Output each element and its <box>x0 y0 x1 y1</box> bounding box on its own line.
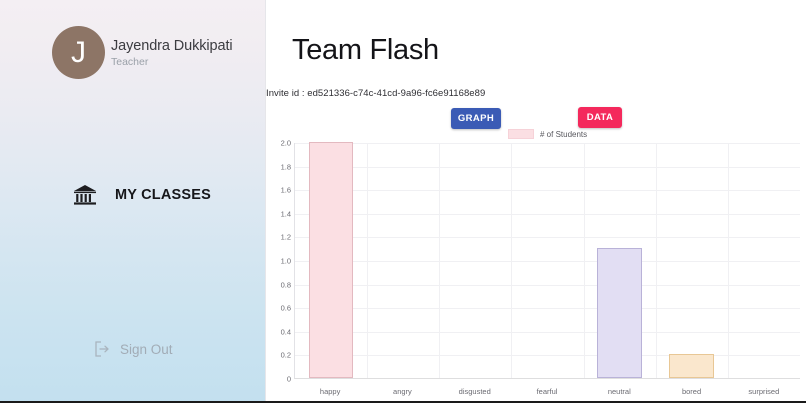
x-axis-tick: surprised <box>748 387 780 396</box>
x-axis-tick: angry <box>393 387 412 396</box>
sidebar-item-my-classes[interactable]: MY CLASSES <box>72 182 211 208</box>
y-axis-tick: 0 <box>286 374 291 384</box>
gridline-vertical <box>367 143 369 378</box>
y-axis-tick: 1.6 <box>280 185 291 195</box>
profile-text: Jayendra Dukkipati Teacher <box>111 38 233 69</box>
y-axis-tick: 0.6 <box>280 303 291 313</box>
profile-block: J Jayendra Dukkipati Teacher <box>52 26 233 79</box>
main-content: Team Flash Invite id : ed521336-c74c-41c… <box>266 0 806 403</box>
x-axis-tick: happy <box>319 387 341 396</box>
avatar: J <box>52 26 105 79</box>
plot-area: happy angry disgusted fearful neutral bored su… <box>294 138 800 403</box>
gridline-vertical <box>583 143 585 378</box>
gridline-horizontal <box>295 355 800 357</box>
gridline-horizontal <box>295 331 800 333</box>
y-axis-tick: 0.4 <box>280 327 291 337</box>
y-axis-labels: 0 0.2 0.4 0.6 0.8 1.0 1.2 1.4 1.6 1.8 2.0 <box>266 138 291 403</box>
gridline-horizontal <box>295 284 800 286</box>
bar-happy[interactable] <box>308 142 354 378</box>
profile-name: Jayendra Dukkipati <box>111 37 233 54</box>
legend-swatch <box>508 129 534 139</box>
gridline-vertical <box>727 143 729 378</box>
x-axis-labels: happy angry disgusted fearful neutral bored su… <box>294 379 800 403</box>
chart-legend[interactable]: # of Students <box>508 129 587 139</box>
window-bottom-edge <box>0 401 806 403</box>
legend-label: # of Students <box>540 129 588 139</box>
bank-icon <box>72 182 98 208</box>
y-axis-tick: 1.4 <box>280 209 291 219</box>
gridline-horizontal <box>295 143 800 144</box>
sign-out-button[interactable]: Sign Out <box>92 339 173 359</box>
sign-out-icon <box>92 339 112 359</box>
gridline-horizontal <box>295 261 800 262</box>
graph-button[interactable]: GRAPH <box>451 108 501 129</box>
bar-neutral[interactable] <box>597 248 642 378</box>
gridline-vertical <box>439 143 441 378</box>
y-axis-tick: 1.8 <box>280 162 291 172</box>
gridline-horizontal <box>295 166 800 168</box>
x-axis-tick: neutral <box>607 387 631 396</box>
gridline-vertical <box>511 143 513 378</box>
y-axis-tick: 2.0 <box>280 138 291 148</box>
sidebar-item-label: MY CLASSES <box>115 187 212 203</box>
sign-out-label: Sign Out <box>120 341 173 357</box>
gridline-horizontal <box>295 213 800 215</box>
x-axis-tick: disgusted <box>458 387 491 396</box>
x-axis-tick: bored <box>681 387 702 396</box>
page-title: Team Flash <box>292 34 439 66</box>
invite-id-text: Invite id : ed521336-c74c-41cd-9a96-fc6e… <box>266 88 486 99</box>
y-axis-tick: 1.0 <box>280 256 291 266</box>
y-axis-tick: 0.2 <box>280 350 291 360</box>
gridline-vertical <box>655 143 657 378</box>
profile-role: Teacher <box>111 55 149 68</box>
bar-chart: 0 0.2 0.4 0.6 0.8 1.0 1.2 1.4 1.6 1.8 2.0 happy ang… <box>266 138 806 403</box>
y-axis-tick: 1.2 <box>280 232 291 242</box>
gridline-horizontal <box>295 190 800 192</box>
data-button[interactable]: DATA <box>578 107 622 128</box>
bar-bored[interactable] <box>669 354 715 378</box>
sidebar: J Jayendra Dukkipati Teacher MY CLASSES <box>0 0 266 403</box>
gridline-horizontal <box>295 237 800 239</box>
gridline-horizontal <box>295 308 800 310</box>
x-axis-tick: fearful <box>536 387 558 396</box>
y-axis-tick: 0.8 <box>280 280 291 290</box>
plot-inner <box>294 142 800 379</box>
